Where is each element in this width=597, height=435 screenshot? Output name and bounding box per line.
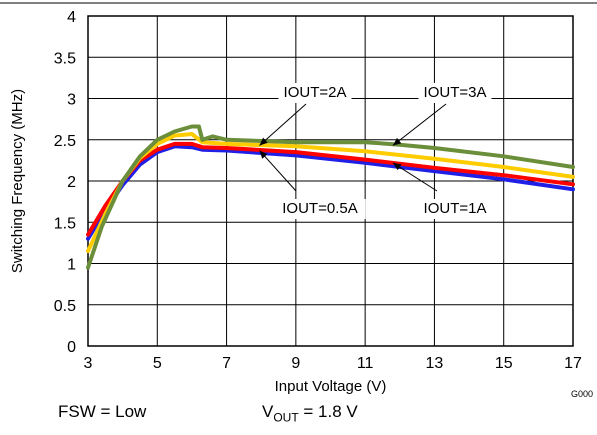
figure-id: G000	[571, 389, 593, 399]
annotation-arrowhead	[259, 137, 268, 146]
x-tick-label: 5	[153, 355, 162, 372]
annotation-arrowhead	[392, 162, 402, 171]
annotation-bg	[274, 199, 366, 219]
y-tick-label: 0	[67, 339, 76, 356]
annotation-bg	[278, 83, 352, 103]
x-axis-title: Input Voltage (V)	[275, 378, 387, 395]
x-tick-label: 13	[426, 355, 444, 372]
annotation-leader	[259, 150, 297, 192]
y-tick-label: 0.5	[54, 298, 76, 315]
x-tick-label: 11	[357, 355, 374, 372]
annotation-label: IOUT=2A	[284, 84, 347, 101]
x-tick-label: 15	[495, 355, 513, 372]
vout-subscript: OUT	[273, 410, 299, 425]
x-tick-label: 7	[222, 355, 231, 372]
series-line-iout-3a	[86, 124, 575, 270]
vout-value: = 1.8 V	[298, 402, 358, 421]
y-tick-label: 4	[67, 9, 76, 26]
y-tick-label: 3.5	[54, 50, 76, 67]
plot-frame	[87, 15, 574, 347]
fsw-caption: FSW = Low	[58, 402, 147, 421]
y-axis-title: Switching Frequency (MHz)	[9, 89, 26, 273]
annotation-bg	[418, 83, 492, 103]
x-tick-label: 3	[84, 355, 93, 372]
annotation-arrowhead	[392, 137, 402, 146]
annotation-leader	[259, 103, 307, 146]
annotation-leader	[392, 103, 447, 146]
vout-caption: VOUT = 1.8 V	[262, 402, 358, 424]
y-tick-label: 3	[67, 92, 76, 109]
x-tick-label: 9	[291, 355, 300, 372]
series-line-iout-0-5a	[86, 144, 575, 241]
y-tick-label: 2	[67, 174, 76, 191]
x-tick-label: 17	[564, 355, 582, 372]
annotation-label: IOUT=1A	[424, 200, 487, 217]
annotation-label: IOUT=3A	[424, 84, 487, 101]
annotation-leader	[392, 162, 438, 192]
y-tick-label: 1	[67, 257, 76, 274]
y-tick-label: 1.5	[54, 215, 76, 232]
annotation-label: IOUT=0.5A	[282, 200, 357, 217]
annotation-arrowhead	[259, 150, 268, 159]
annotation-bg	[418, 199, 492, 219]
y-tick-label: 2.5	[54, 133, 76, 150]
vout-symbol: V	[262, 402, 274, 421]
